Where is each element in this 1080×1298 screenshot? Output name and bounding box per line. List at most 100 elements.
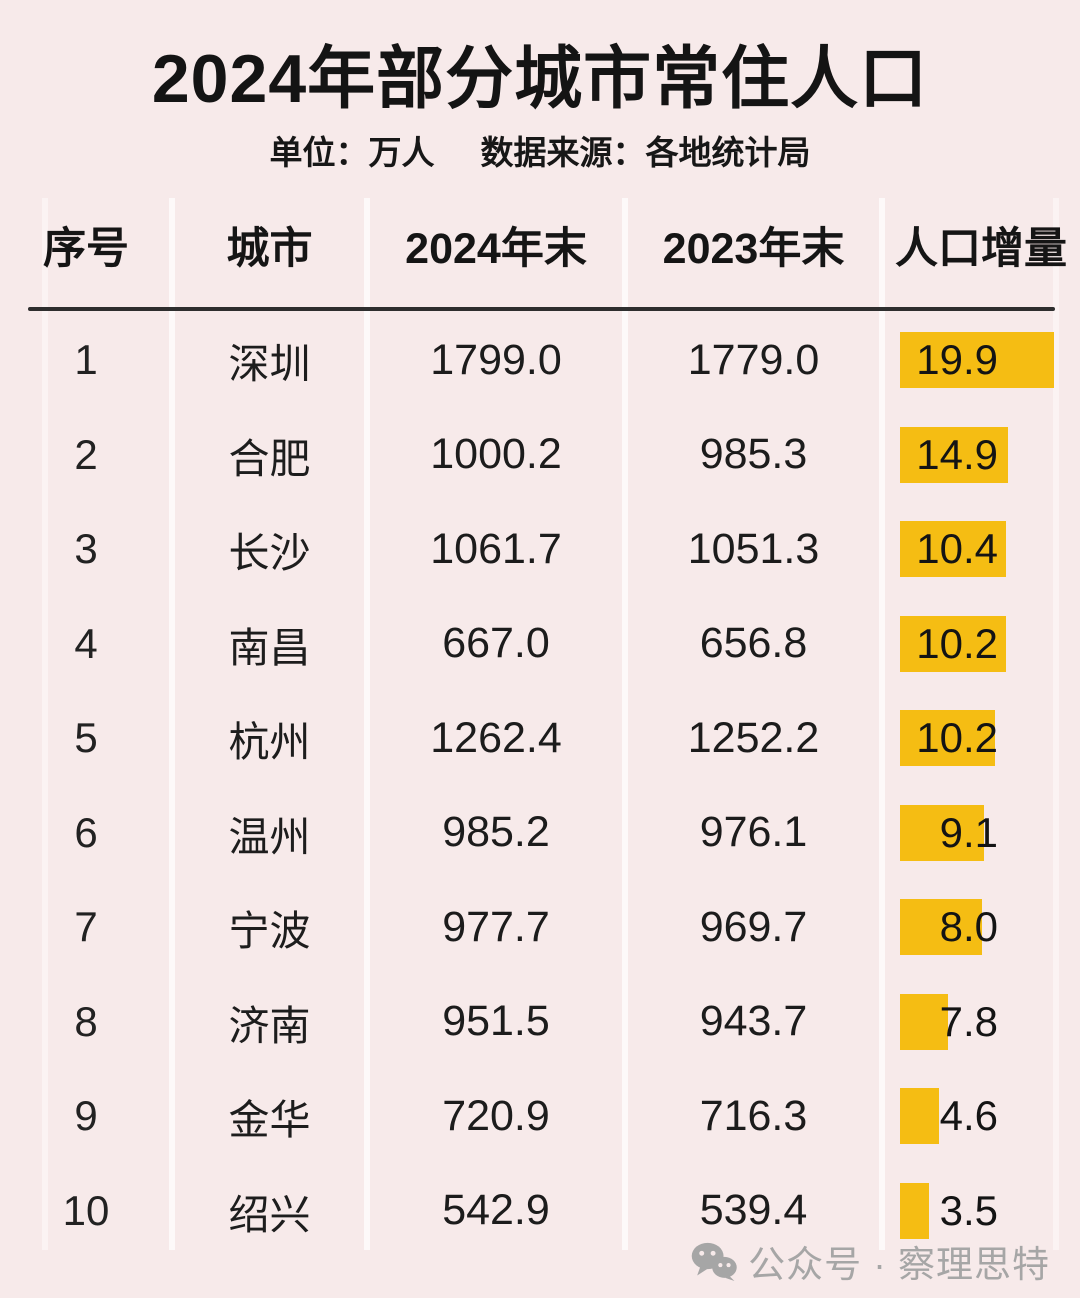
- table-row: 7 宁波 977.7 969.7 8.0: [0, 880, 1080, 975]
- rank-value: 2: [74, 430, 98, 478]
- increment-bar: [900, 710, 995, 767]
- rank-value: 6: [74, 808, 98, 856]
- increment-bar: [900, 993, 948, 1050]
- rank-value: 9: [74, 1092, 98, 1140]
- population-2023: 656.8: [699, 619, 808, 668]
- city-name: 杭州: [228, 719, 311, 766]
- increment-cell: 10.4: [882, 502, 1080, 597]
- watermark: 公众号 · 察理思特: [690, 1234, 1050, 1288]
- population-2023: 716.3: [699, 1091, 808, 1140]
- city-name: 宁波: [228, 908, 311, 955]
- header-divider-line: [28, 307, 1055, 311]
- column-separator: [169, 198, 175, 1250]
- increment-bar: [900, 1088, 939, 1145]
- table-header-row: 序号 城市 2024年末 2023年末 人口增量: [0, 204, 1080, 286]
- increment-bar: [900, 332, 1054, 389]
- increment-cell: 4.6: [882, 1069, 1080, 1164]
- population-2024: 1061.7: [430, 524, 562, 573]
- header-2023: 2023年末: [662, 225, 845, 273]
- population-2024: 542.9: [442, 1186, 550, 1235]
- population-2024: 667.0: [442, 619, 550, 668]
- population-2024: 720.9: [442, 1091, 550, 1140]
- increment-value: 4.6: [939, 1092, 998, 1140]
- increment-bar: [900, 615, 1006, 672]
- table-row: 4 南昌 667.0 656.8 10.2: [0, 597, 1080, 692]
- population-2023: 1252.2: [687, 713, 820, 762]
- population-2023: 1779.0: [687, 335, 820, 384]
- increment-bar: [900, 521, 1006, 578]
- table-row: 10 绍兴 542.9 539.4 3.5: [0, 1164, 1080, 1259]
- increment-cell: 7.8: [882, 975, 1080, 1070]
- population-2023: 969.7: [699, 902, 808, 951]
- table-row: 1 深圳 1799.0 1779.0 19.9: [0, 313, 1080, 408]
- header-city: 城市: [226, 225, 313, 273]
- city-name: 南昌: [228, 624, 311, 671]
- city-name: 济南: [228, 1002, 311, 1049]
- increment-cell: 10.2: [882, 597, 1080, 692]
- watermark-text: 公众号 · 察理思特: [748, 1244, 1050, 1285]
- header-rank: 序号: [43, 225, 129, 273]
- population-2023: 976.1: [699, 808, 808, 857]
- increment-bar: [900, 426, 1008, 483]
- population-2023: 1051.3: [687, 524, 820, 573]
- rank-value: 7: [74, 903, 98, 951]
- increment-cell: 8.0: [882, 880, 1080, 975]
- population-2024: 951.5: [442, 997, 550, 1046]
- increment-value: 10.2: [916, 619, 998, 667]
- population-2024: 977.7: [442, 902, 550, 951]
- column-separator: [879, 198, 885, 1250]
- column-separator: [42, 198, 48, 1250]
- subtitle: 单位：万人 数据来源：各地统计局: [0, 126, 1080, 174]
- rank-value: 4: [74, 619, 98, 667]
- table-body: 1 深圳 1799.0 1779.0 19.9 2 合肥 1000.2 985.…: [0, 313, 1080, 1258]
- city-name: 长沙: [228, 530, 311, 577]
- table-row: 3 长沙 1061.7 1051.3 10.4: [0, 502, 1080, 597]
- increment-cell: 10.2: [882, 691, 1080, 786]
- wechat-icon: [691, 1242, 737, 1281]
- table-row: 9 金华 720.9 716.3 4.6: [0, 1069, 1080, 1164]
- increment-value: 3.5: [939, 1186, 998, 1234]
- header-2024: 2024年末: [405, 225, 587, 273]
- page-title: 2024年部分城市常住人口: [151, 41, 929, 117]
- source-label: 数据来源：各地统计局: [480, 134, 811, 171]
- unit-label: 单位：万人: [269, 134, 435, 171]
- city-name: 合肥: [228, 435, 311, 482]
- city-name: 深圳: [228, 341, 311, 388]
- rank-value: 5: [74, 714, 98, 762]
- rank-value: 3: [74, 525, 98, 573]
- rank-value: 10: [62, 1186, 110, 1234]
- table-row: 2 合肥 1000.2 985.3 14.9: [0, 408, 1080, 503]
- population-2024: 1000.2: [430, 430, 562, 479]
- increment-bar: [900, 899, 982, 956]
- city-name: 绍兴: [228, 1191, 311, 1238]
- population-2023: 985.3: [699, 430, 808, 479]
- increment-cell: 3.5: [882, 1164, 1080, 1259]
- increment-value: 8.0: [939, 903, 998, 951]
- city-name: 温州: [228, 813, 311, 860]
- increment-bar: [900, 804, 984, 861]
- increment-value: 19.9: [916, 336, 998, 384]
- column-separator: [364, 198, 370, 1250]
- rank-value: 1: [74, 336, 98, 384]
- population-2023: 539.4: [699, 1186, 808, 1235]
- increment-value: 10.4: [916, 525, 998, 573]
- increment-bar: [900, 1182, 929, 1239]
- increment-value: 7.8: [939, 997, 998, 1045]
- table-row: 5 杭州 1262.4 1252.2 10.2: [0, 691, 1080, 786]
- city-name: 金华: [228, 1097, 311, 1144]
- header-increment: 人口增量: [895, 225, 1067, 273]
- increment-cell: 19.9: [882, 313, 1080, 408]
- table-row: 6 温州 985.2 976.1 9.1: [0, 786, 1080, 881]
- increment-value: 14.9: [916, 430, 998, 478]
- column-separator: [622, 198, 628, 1250]
- population-2024: 1262.4: [430, 713, 562, 762]
- increment-value: 9.1: [939, 808, 998, 856]
- column-separator: [1053, 198, 1059, 1250]
- population-2024: 985.2: [442, 808, 550, 857]
- population-2024: 1799.0: [430, 335, 562, 384]
- increment-cell: 14.9: [882, 408, 1080, 503]
- population-2023: 943.7: [699, 997, 808, 1046]
- rank-value: 8: [74, 997, 98, 1045]
- table-row: 8 济南 951.5 943.7 7.8: [0, 975, 1080, 1070]
